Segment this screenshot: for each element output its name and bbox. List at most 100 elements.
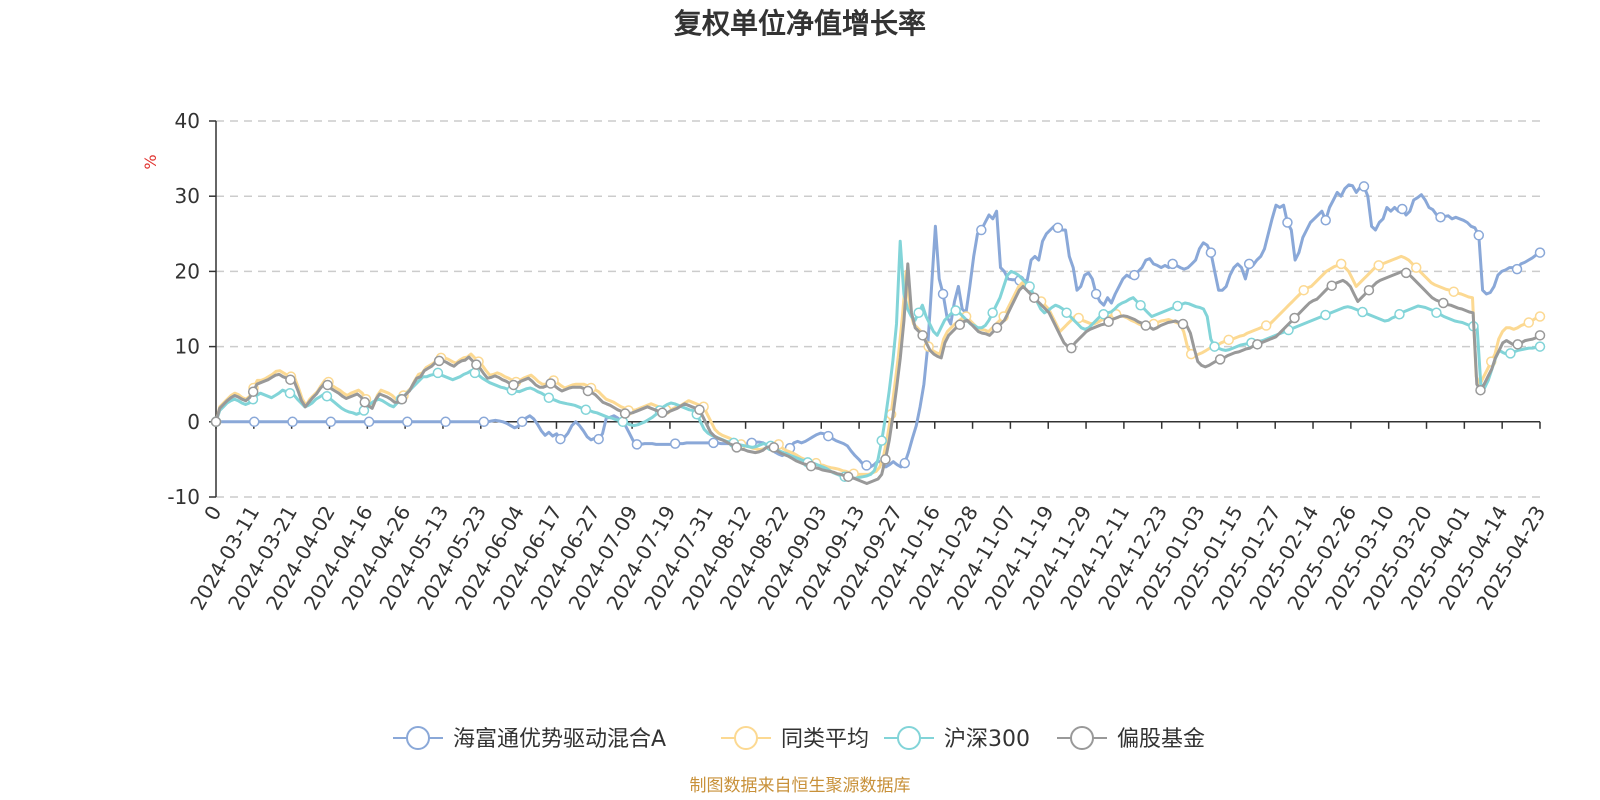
data-point xyxy=(669,438,681,449)
data-point xyxy=(768,442,780,453)
data-point xyxy=(708,437,719,449)
data-point xyxy=(1103,316,1114,328)
data-point xyxy=(1373,260,1384,271)
series-line-3 xyxy=(214,262,1541,485)
data-point xyxy=(1357,306,1368,318)
data-point xyxy=(1534,311,1546,322)
data-point xyxy=(359,396,371,408)
data-point xyxy=(913,307,924,319)
data-point xyxy=(1431,307,1442,319)
y-tick-label: 40 xyxy=(175,109,200,133)
data-point xyxy=(210,416,222,428)
data-point xyxy=(1061,307,1072,319)
data-point xyxy=(950,305,961,316)
y-tick-label: -10 xyxy=(167,485,200,509)
data-point xyxy=(1475,384,1486,396)
legend-label: 同类平均 xyxy=(781,727,869,752)
legend-swatch-marker xyxy=(1070,726,1094,750)
data-point xyxy=(731,442,742,453)
legend-swatch-marker xyxy=(734,726,758,750)
series-lines xyxy=(210,181,1546,485)
data-point xyxy=(1260,320,1272,331)
y-tick-label: 10 xyxy=(175,335,200,359)
data-point xyxy=(1320,215,1331,226)
data-point xyxy=(1129,269,1140,281)
data-point xyxy=(1205,247,1217,258)
data-point xyxy=(1243,258,1255,270)
data-point xyxy=(285,374,296,385)
data-point xyxy=(1396,203,1408,215)
legend-label: 偏股基金 xyxy=(1117,727,1205,752)
data-point xyxy=(322,379,333,391)
y-tick-label: 20 xyxy=(175,259,200,283)
data-point xyxy=(508,379,519,391)
data-point xyxy=(543,392,555,403)
data-point xyxy=(1073,312,1084,324)
data-point xyxy=(880,454,891,465)
data-point xyxy=(1167,258,1178,270)
data-point xyxy=(1252,339,1263,350)
y-tick-label: 0 xyxy=(187,410,200,434)
data-point xyxy=(954,319,966,331)
legend-item[interactable]: 偏股基金 xyxy=(1057,726,1205,752)
data-point xyxy=(1282,217,1293,228)
source-note: 制图数据来自恒生聚源数据库 xyxy=(690,776,911,796)
data-point xyxy=(1448,286,1459,297)
data-point xyxy=(516,416,528,428)
data-point xyxy=(937,288,949,300)
data-point xyxy=(1473,230,1485,241)
data-point xyxy=(1098,309,1109,320)
data-point xyxy=(284,387,296,399)
data-point xyxy=(469,367,481,379)
legend-item[interactable]: 同类平均 xyxy=(721,726,869,752)
data-point xyxy=(249,416,260,428)
data-point xyxy=(1335,258,1347,270)
data-point xyxy=(1358,181,1370,192)
data-point xyxy=(987,307,998,319)
data-point xyxy=(1028,292,1040,303)
data-point xyxy=(1090,288,1102,300)
data-point xyxy=(396,393,408,405)
data-point xyxy=(471,359,482,370)
legend-item[interactable]: 沪深300 xyxy=(884,726,1030,752)
data-point xyxy=(287,416,298,428)
data-point xyxy=(321,390,333,402)
legend-label: 沪深300 xyxy=(944,727,1030,752)
data-point xyxy=(1289,312,1300,324)
data-point xyxy=(842,471,854,482)
legend: 海富通优势驱动混合A 同类平均 沪深300 偏股基金 xyxy=(393,726,1205,752)
data-point xyxy=(694,404,705,416)
data-point xyxy=(1177,318,1189,330)
data-point xyxy=(545,378,556,389)
data-point xyxy=(991,322,1003,334)
data-point xyxy=(657,407,668,419)
data-point xyxy=(1140,320,1152,331)
data-point xyxy=(1052,222,1064,234)
y-axis-unit: % xyxy=(141,154,160,169)
grid-lines xyxy=(216,120,1540,498)
data-point xyxy=(1435,212,1446,223)
data-point xyxy=(325,416,337,428)
data-point xyxy=(1320,309,1331,321)
data-point xyxy=(1298,284,1309,296)
data-point xyxy=(861,460,872,471)
axes: -1001020304002024-03-112024-03-212024-04… xyxy=(167,109,1550,614)
x-tick-label: 0 xyxy=(199,502,226,525)
data-point xyxy=(1135,299,1146,311)
data-point xyxy=(1172,300,1183,312)
data-point xyxy=(363,416,375,428)
data-point xyxy=(478,416,490,428)
legend-item[interactable]: 海富通优势驱动混合A xyxy=(393,726,666,752)
data-point xyxy=(876,435,887,446)
data-point xyxy=(433,355,445,367)
data-point xyxy=(1209,341,1220,352)
data-point xyxy=(1326,280,1337,291)
data-point xyxy=(440,416,451,428)
data-point xyxy=(555,433,566,445)
data-point xyxy=(823,430,834,442)
data-point xyxy=(1512,339,1523,350)
data-point xyxy=(1438,297,1449,309)
legend-swatch-marker xyxy=(406,726,430,750)
data-point xyxy=(619,408,631,419)
